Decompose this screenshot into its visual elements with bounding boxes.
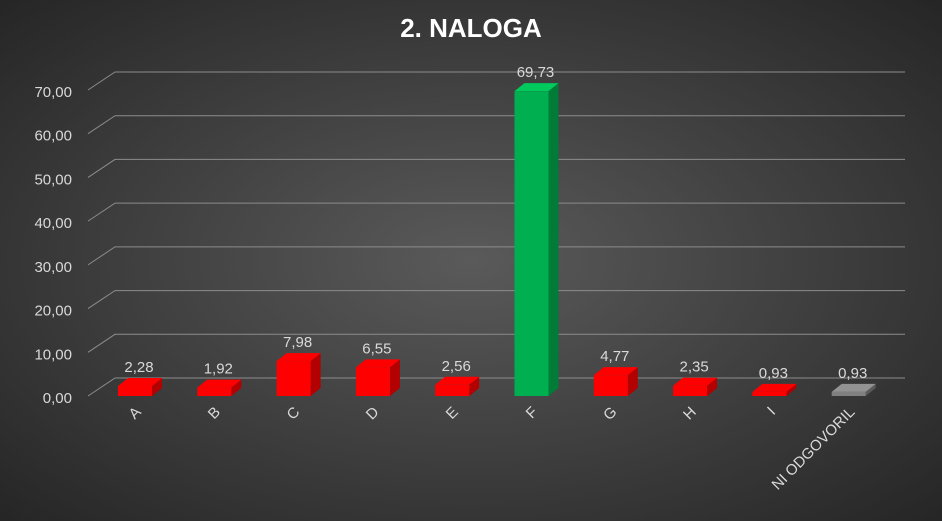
bar [276,353,321,396]
bar-front [118,386,152,396]
bar-top [673,377,718,386]
value-label: 2,35 [679,359,708,376]
y-tick-label: 70,00 [34,84,72,101]
bar-front [197,387,232,396]
y-tick-label: 40,00 [34,215,72,232]
bar-top [752,383,797,392]
bar-side [231,379,242,396]
y-tick-label: 0,00 [43,390,72,407]
value-label: 2,28 [124,359,153,376]
grid-line [87,158,905,178]
bar [118,378,162,396]
bar-front [593,375,628,396]
bar [435,376,480,396]
bar-side [627,367,638,396]
bar [514,83,559,396]
bar-top [118,378,162,387]
y-tick-label: 60,00 [34,128,72,145]
bar-side [469,376,480,396]
bar-front [514,91,549,396]
bar-side [865,383,876,396]
value-label: 0,93 [838,365,867,382]
bar-top [831,383,876,392]
bar-front [435,384,470,396]
bar-top [276,353,321,362]
y-tick-label: 10,00 [34,346,72,363]
bar-side [152,378,162,396]
bar [752,383,797,396]
bar-side [389,359,400,396]
y-tick-label: 50,00 [34,171,72,188]
bar-front [831,391,866,396]
bar [673,377,718,396]
bar-front [276,361,311,396]
y-tick-label: 20,00 [34,303,72,320]
bar-front [673,385,708,396]
bar [593,367,638,396]
bar-top [593,367,638,376]
grid-line [87,202,905,222]
bar-top [197,379,242,388]
bar-side [786,383,797,396]
grid-line [87,246,905,266]
bar-front [355,367,390,396]
value-label: 4,77 [600,348,629,365]
grid-line [87,377,905,397]
bar [831,383,876,396]
grid-line [87,115,905,135]
value-label: 0,93 [759,365,788,382]
bar-top [514,83,559,92]
bar-top [355,359,400,368]
value-label: 7,98 [283,334,312,351]
chart-title: 2. NALOGA [400,13,542,43]
value-label: 2,56 [442,358,471,375]
bar-top [435,376,480,385]
bar-side [707,377,718,396]
bar-front [752,391,787,396]
grid-line [87,290,905,309]
bar [355,359,400,396]
y-tick-label: 30,00 [34,259,72,276]
value-label: 69,73 [517,64,555,81]
grid-line [87,333,905,353]
bar [197,379,242,396]
bar-side [310,353,321,396]
value-label: 1,92 [204,361,233,378]
grid-line [87,71,905,91]
value-label: 6,55 [362,340,391,357]
bar-side [548,83,559,396]
